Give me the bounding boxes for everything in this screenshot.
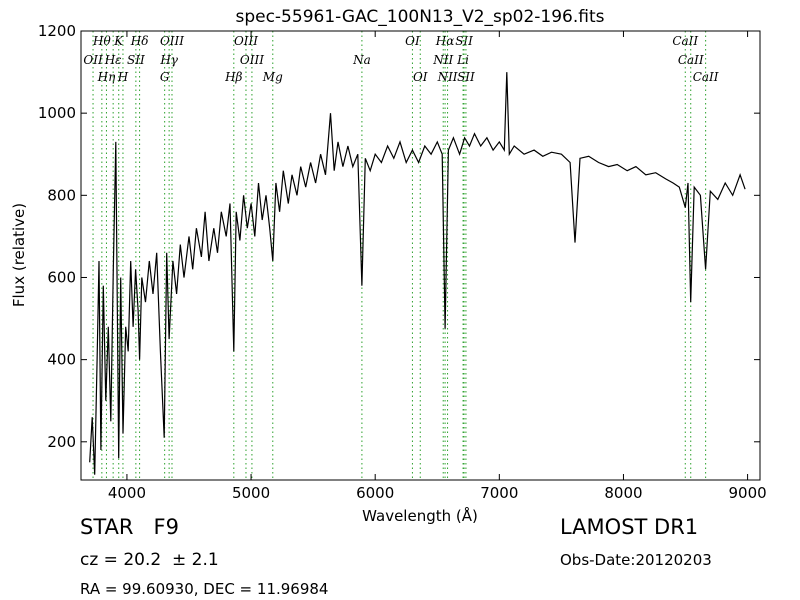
spectral-line-label: H (117, 70, 129, 84)
spectral-line-label: Hε (104, 53, 122, 67)
spectral-line-label: Mg (262, 70, 283, 84)
x-tick-label: 4000 (108, 484, 146, 502)
coordinates: RA = 99.60930, DEC = 11.96984 (80, 580, 328, 598)
spectral-line-label: Hθ (92, 34, 111, 48)
spectral-line-label: OII (83, 53, 103, 67)
x-tick-label: 7000 (480, 484, 518, 502)
spectral-line-label: Li (456, 53, 469, 67)
spectral-line-label: OI (413, 70, 428, 84)
y-tick-label: 1000 (38, 104, 76, 122)
spectral-line-label: CaII (693, 70, 719, 84)
survey: LAMOST DR1 (560, 515, 698, 539)
spectral-line-label: SII (127, 53, 145, 67)
spectral-line-label: G (160, 70, 170, 84)
star-class: STAR F9 (80, 515, 179, 539)
y-tick-label: 1200 (38, 22, 76, 40)
spectral-line-label: Hδ (130, 34, 149, 48)
y-axis-label: Flux (relative) (10, 203, 28, 307)
redshift: cz = 20.2 ± 2.1 (80, 550, 219, 570)
y-tick-label: 600 (47, 268, 76, 286)
x-tick-label: 6000 (356, 484, 394, 502)
x-tick-label: 8000 (604, 484, 642, 502)
spectral-line-label: Hβ (224, 70, 242, 84)
spectral-line-label: Na (352, 53, 371, 67)
chart-title: spec-55961-GAC_100N13_V2_sp02-196.fits (235, 7, 604, 27)
spectral-line-label: OIII (234, 34, 258, 48)
spectral-line-label: OIII (160, 34, 184, 48)
y-tick-label: 200 (47, 433, 76, 451)
spectral-line-label: Hα (435, 34, 455, 48)
spectral-line-label: Hη (97, 70, 116, 84)
spectral-line-label: SII (455, 34, 473, 48)
spectral-line-label: CaII (672, 34, 698, 48)
y-tick-label: 400 (47, 351, 76, 369)
x-axis-label: Wavelength (Å) (362, 506, 478, 525)
spectral-line-label: OI (405, 34, 420, 48)
spectral-line-label: Hγ (159, 53, 178, 67)
spectrum (89, 72, 746, 475)
x-tick-label: 5000 (232, 484, 270, 502)
plot-frame (80, 30, 761, 481)
y-tick-label: 800 (47, 186, 76, 204)
spectral-line-label: NII (432, 53, 453, 67)
spectral-line-label: K (113, 34, 124, 48)
spectral-line-label: SII (457, 70, 475, 84)
obs-date: Obs-Date:20120203 (560, 551, 712, 569)
x-tick-label: 9000 (728, 484, 766, 502)
spectral-line-label: OIII (240, 53, 264, 67)
spectral-line-label: CaII (678, 53, 704, 67)
spectral-line-label: NII (437, 70, 458, 84)
